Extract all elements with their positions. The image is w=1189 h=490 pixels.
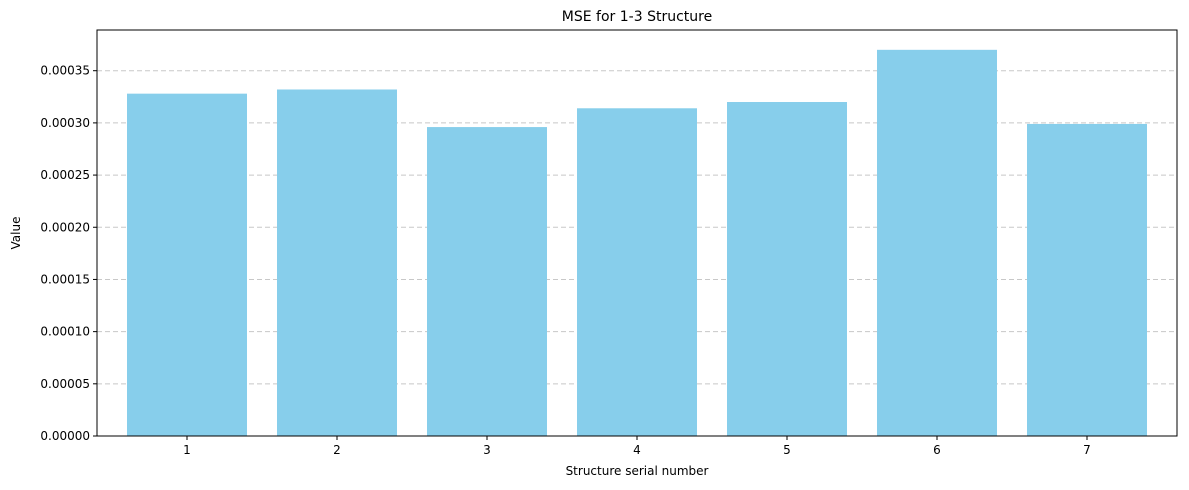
- bar-5: [727, 102, 847, 436]
- x-tick-label: 7: [1083, 443, 1091, 457]
- y-axis-label: Value: [9, 217, 23, 250]
- bar-3: [427, 127, 547, 436]
- y-tick-label: 0.00035: [40, 64, 90, 78]
- x-axis-ticks: 1 2 3 4 5 6 7: [183, 436, 1091, 457]
- x-tick-label: 3: [483, 443, 491, 457]
- bar-1: [127, 93, 247, 437]
- chart-title: MSE for 1-3 Structure: [562, 9, 712, 25]
- y-tick-label: 0.00000: [40, 429, 90, 443]
- x-tick-label: 2: [333, 443, 341, 457]
- x-tick-label: 1: [183, 443, 191, 457]
- x-tick-label: 5: [783, 443, 791, 457]
- y-tick-label: 0.00030: [40, 116, 90, 130]
- x-tick-label: 4: [633, 443, 641, 457]
- y-tick-label: 0.00020: [40, 220, 90, 234]
- bar-7: [1027, 123, 1147, 436]
- y-tick-label: 0.00005: [40, 377, 90, 391]
- x-tick-label: 6: [933, 443, 941, 457]
- bar-2: [277, 89, 397, 437]
- x-axis-label: Structure serial number: [566, 464, 709, 478]
- bar-4: [577, 108, 697, 436]
- y-tick-label: 0.00025: [40, 168, 90, 182]
- y-tick-label: 0.00015: [40, 272, 90, 286]
- y-axis-ticks: 0.00000 0.00005 0.00010 0.00015 0.00020 0.000…: [40, 64, 97, 443]
- bar-6: [877, 49, 997, 437]
- bars: [127, 49, 1147, 437]
- y-tick-label: 0.00010: [40, 325, 90, 339]
